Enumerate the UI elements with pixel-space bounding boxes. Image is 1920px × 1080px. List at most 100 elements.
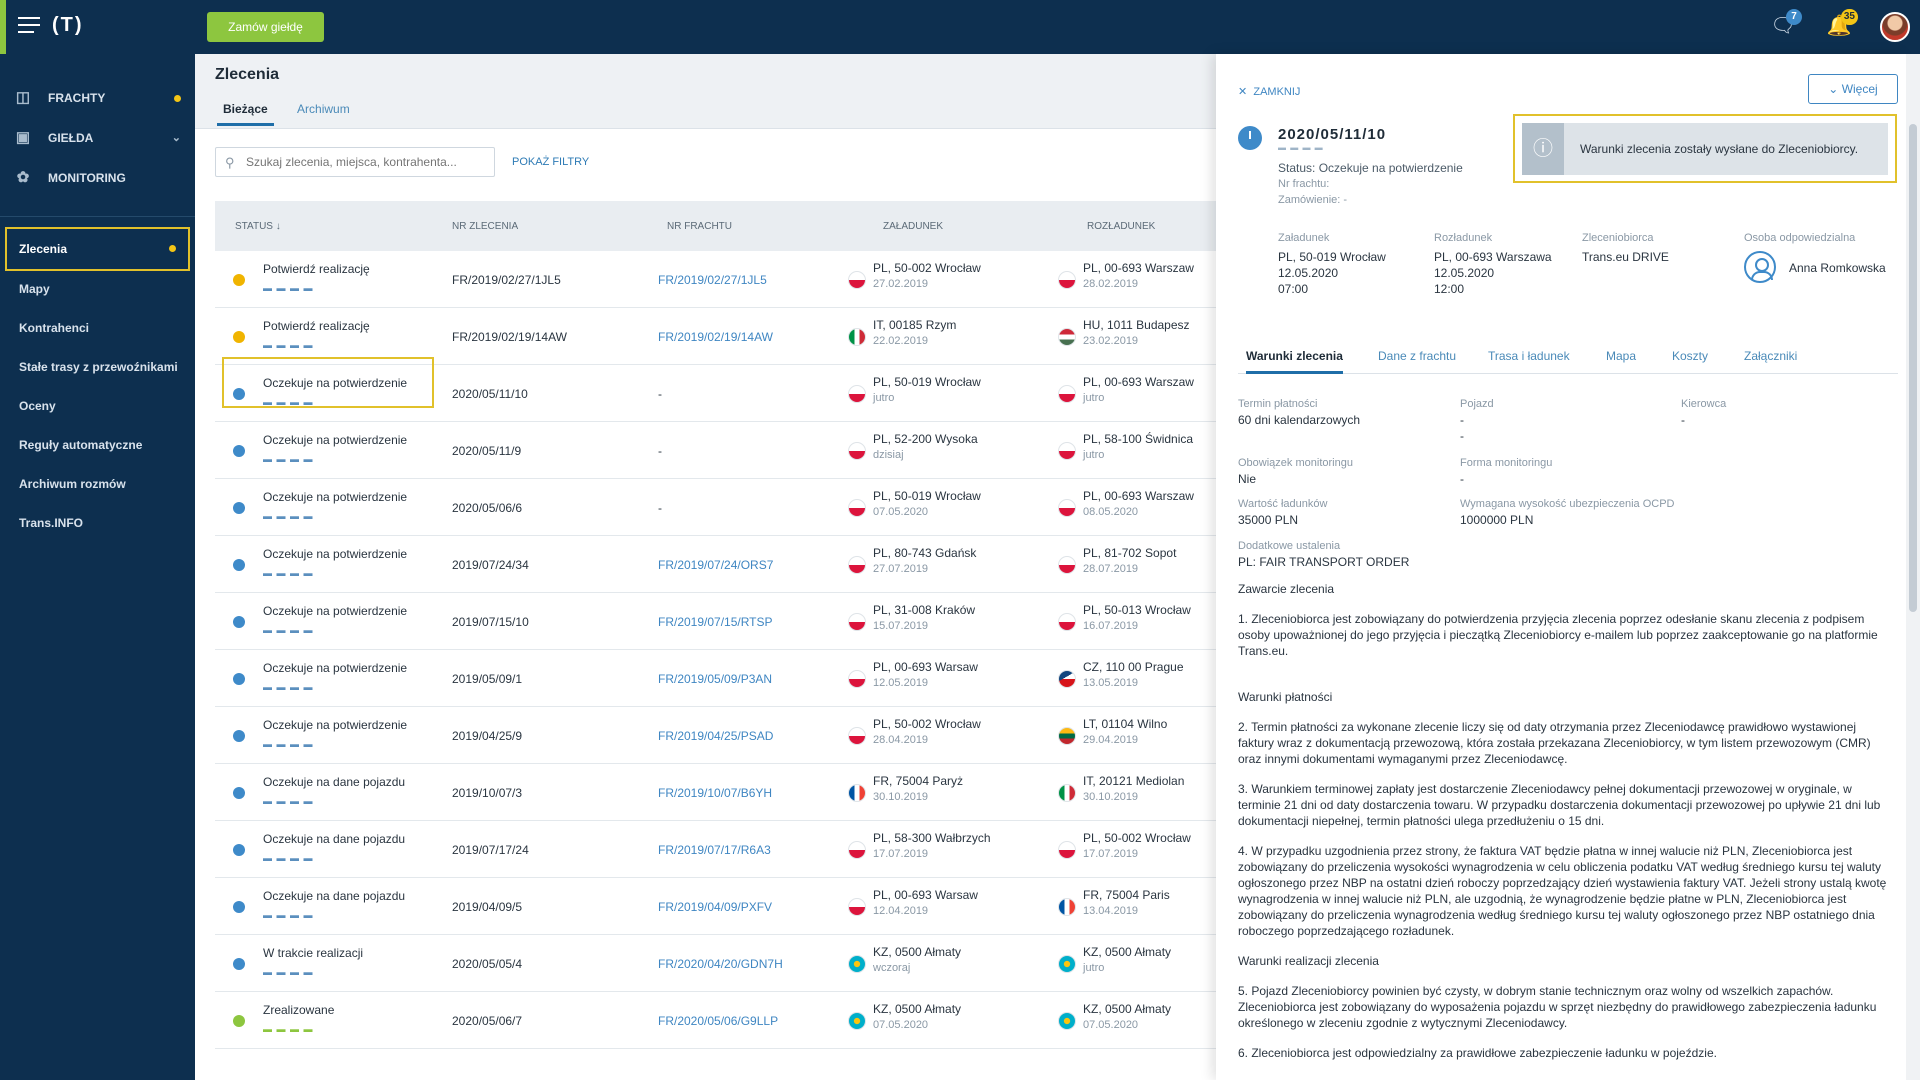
freight-number-link[interactable]: FR/2019/05/09/P3AN	[658, 672, 773, 686]
summary-value: Trans.eu DRIVE	[1582, 250, 1669, 264]
app-logo[interactable]: (T)	[52, 14, 84, 36]
table-row[interactable]: Potwierdź realizację ▬ ▬ ▬ ▬ FR/2019/02/…	[215, 308, 1245, 365]
close-panel-button[interactable]: ✕ ZAMKNIJ	[1238, 85, 1300, 98]
freight-number-link[interactable]: FR/2019/02/27/1JL5	[658, 273, 767, 287]
flag-icon	[1058, 727, 1076, 745]
table-row[interactable]: Oczekuje na potwierdzenie ▬ ▬ ▬ ▬ 2020/0…	[215, 479, 1245, 536]
freight-number-link[interactable]: FR/2019/04/25/PSAD	[658, 729, 774, 743]
table-row[interactable]: Oczekuje na potwierdzenie ▬ ▬ ▬ ▬ 2019/0…	[215, 707, 1245, 764]
tab-biezace[interactable]: Bieżące	[217, 102, 274, 126]
sidebar-item-label: FRACHTY	[48, 91, 106, 105]
tab-warunki-zlecenia[interactable]: Warunki zlecenia	[1246, 349, 1343, 374]
order-number: 2019/04/25/9	[452, 729, 523, 743]
sidebar-item-mapy[interactable]: Mapy	[0, 270, 195, 309]
summary-label: Osoba odpowiedzialna	[1744, 232, 1856, 244]
tab-zalaczniki[interactable]: Załączniki	[1744, 349, 1798, 363]
tab-dane-z-frachtu[interactable]: Dane z frachtu	[1378, 349, 1457, 363]
order-exchange-button[interactable]: Zamów giełdę	[207, 12, 324, 42]
menu-icon[interactable]	[18, 17, 40, 35]
table-row[interactable]: Potwierdź realizację ▬ ▬ ▬ ▬ FR/2019/02/…	[215, 251, 1245, 308]
unloading-address: PL, 50-013 Wrocław	[1083, 603, 1191, 617]
unloading-place: IT, 20121 Mediolan 30.10.2019	[1058, 774, 1184, 803]
tab-archiwum[interactable]: Archiwum	[297, 102, 350, 116]
freight-number-link[interactable]: FR/2020/05/06/G9LLP	[658, 1014, 779, 1028]
unloading-address: LT, 01104 Wilno	[1083, 717, 1168, 731]
field-label: Kierowca	[1681, 398, 1727, 410]
progress-dashes: ▬ ▬ ▬ ▬	[263, 739, 314, 749]
sidebar-item-archiwum-rozmow[interactable]: Archiwum rozmów	[0, 465, 195, 504]
order-detail-panel: ✕ ZAMKNIJ ⌄ Więcej ⓘ Warunki zlecenia zo…	[1216, 54, 1906, 1080]
table-row[interactable]: Oczekuje na dane pojazdu ▬ ▬ ▬ ▬ 2019/10…	[215, 764, 1245, 821]
show-filters-link[interactable]: POKAŻ FILTRY	[512, 156, 590, 168]
freight-number-link[interactable]: FR/2019/04/09/PXFV	[658, 900, 773, 914]
sidebar-item-oceny[interactable]: Oceny	[0, 387, 195, 426]
table-row[interactable]: Zrealizowane ▬ ▬ ▬ ▬ 2020/05/06/7 FR/202…	[215, 992, 1245, 1049]
table-row[interactable]: Oczekuje na dane pojazdu ▬ ▬ ▬ ▬ 2019/07…	[215, 821, 1245, 878]
sidebar-item-zlecenia[interactable]: Zlecenia	[5, 227, 190, 271]
loading-place: PL, 50-002 Wrocław 28.04.2019	[848, 717, 981, 746]
table-row[interactable]: Oczekuje na potwierdzenie ▬ ▬ ▬ ▬ 2020/0…	[215, 365, 1245, 422]
loading-place: PL, 31-008 Kraków 15.07.2019	[848, 603, 975, 632]
loading-place: PL, 00-693 Warsaw 12.04.2019	[848, 888, 978, 917]
flag-icon	[848, 328, 866, 346]
table-row[interactable]: Oczekuje na dane pojazdu ▬ ▬ ▬ ▬ 2019/04…	[215, 878, 1245, 935]
loading-address: PL, 00-693 Warsaw	[873, 888, 978, 902]
sidebar-item-stale-trasy[interactable]: Stałe trasy z przewoźnikami	[0, 348, 195, 387]
freight-number-link: -	[658, 387, 662, 401]
user-avatar[interactable]	[1880, 12, 1910, 42]
sidebar-item-frachty[interactable]: ◫ FRACHTY	[0, 78, 195, 118]
column-zaladunek[interactable]: ZAŁADUNEK	[883, 221, 944, 232]
freight-number-link[interactable]: FR/2019/10/07/B6YH	[658, 786, 773, 800]
panel-scrollbar[interactable]	[1906, 54, 1920, 1080]
freight-number-link[interactable]: FR/2019/07/15/RTSP	[658, 615, 773, 629]
sidebar-item-kontrahenci[interactable]: Kontrahenci	[0, 309, 195, 348]
freight-number-link[interactable]: FR/2020/04/20/GDN7H	[658, 957, 783, 971]
table-row[interactable]: Oczekuje na potwierdzenie ▬ ▬ ▬ ▬ 2019/0…	[215, 593, 1245, 650]
unloading-address: PL, 00-693 Warszaw	[1083, 489, 1194, 503]
chevron-down-icon: ⌄	[171, 132, 181, 144]
bell-icon[interactable]: 🔔 35	[1826, 9, 1858, 39]
person-icon	[1744, 251, 1776, 283]
field-monitoring-form: Forma monitoringu -	[1460, 455, 1552, 487]
sidebar-item-monitoring[interactable]: ✿ MONITORING	[0, 158, 195, 198]
sidebar-item-trans-info[interactable]: Trans.INFO	[0, 504, 195, 543]
tab-koszty[interactable]: Koszty	[1672, 349, 1709, 363]
table-row[interactable]: W trakcie realizacji ▬ ▬ ▬ ▬ 2020/05/05/…	[215, 935, 1245, 992]
status-text: Oczekuje na potwierdzenie	[263, 433, 408, 447]
sidebar-item-gielda[interactable]: ▣ GIEŁDA ⌄	[0, 118, 195, 158]
sidebar-item-reguly[interactable]: Reguły automatyczne	[0, 426, 195, 465]
column-nr-zlecenia[interactable]: NR ZLECENIA	[452, 221, 519, 232]
tab-mapa[interactable]: Mapa	[1606, 349, 1637, 363]
tab-trasa-i-ladunek[interactable]: Trasa i ładunek	[1488, 349, 1570, 363]
unloading-place: PL, 50-002 Wrocław 17.07.2019	[1058, 831, 1191, 860]
column-status[interactable]: STATUS ↓	[235, 221, 281, 232]
table-row[interactable]: Oczekuje na potwierdzenie ▬ ▬ ▬ ▬ 2019/0…	[215, 650, 1245, 707]
summary-value: 12:00	[1434, 282, 1465, 296]
freight-number-link[interactable]: FR/2019/07/24/ORS7	[658, 558, 774, 572]
order-number: 2019/07/24/34	[452, 558, 529, 572]
flag-icon	[848, 442, 866, 460]
more-button[interactable]: ⌄ Więcej	[1808, 74, 1898, 104]
unloading-date: 23.02.2019	[1083, 335, 1139, 347]
messages-icon[interactable]: 🗨 7	[1770, 9, 1802, 39]
table-header: STATUS ↓ NR ZLECENIA NR FRACHTU ZAŁADUNE…	[215, 201, 1245, 251]
messages-badge: 7	[1786, 9, 1802, 25]
scrollbar-thumb[interactable]	[1909, 124, 1917, 612]
summary-value: 12.05.2020	[1278, 266, 1339, 280]
unloading-place: HU, 1011 Budapesz 23.02.2019	[1058, 318, 1190, 347]
search-input[interactable]	[246, 155, 486, 169]
table-row[interactable]: Oczekuje na potwierdzenie ▬ ▬ ▬ ▬ 2020/0…	[215, 422, 1245, 479]
table-row[interactable]: Oczekuje na potwierdzenie ▬ ▬ ▬ ▬ 2019/0…	[215, 536, 1245, 593]
flag-icon	[848, 727, 866, 745]
unloading-date: 08.05.2020	[1083, 506, 1139, 518]
loading-date: jutro	[873, 392, 895, 404]
freight-number-link[interactable]: FR/2019/07/17/R6A3	[658, 843, 771, 857]
freight-number-link[interactable]: FR/2019/02/19/14AW	[658, 330, 773, 344]
column-nr-frachtu[interactable]: NR FRACHTU	[667, 221, 732, 232]
column-rozladunek[interactable]: ROZŁADUNEK	[1087, 221, 1156, 232]
flag-icon	[848, 499, 866, 517]
clock-icon	[233, 787, 245, 799]
loading-date: 17.07.2019	[873, 848, 929, 860]
search-box: ⚲	[215, 147, 495, 177]
info-message: ⓘ Warunki zlecenia zostały wysłane do Zl…	[1522, 123, 1888, 175]
